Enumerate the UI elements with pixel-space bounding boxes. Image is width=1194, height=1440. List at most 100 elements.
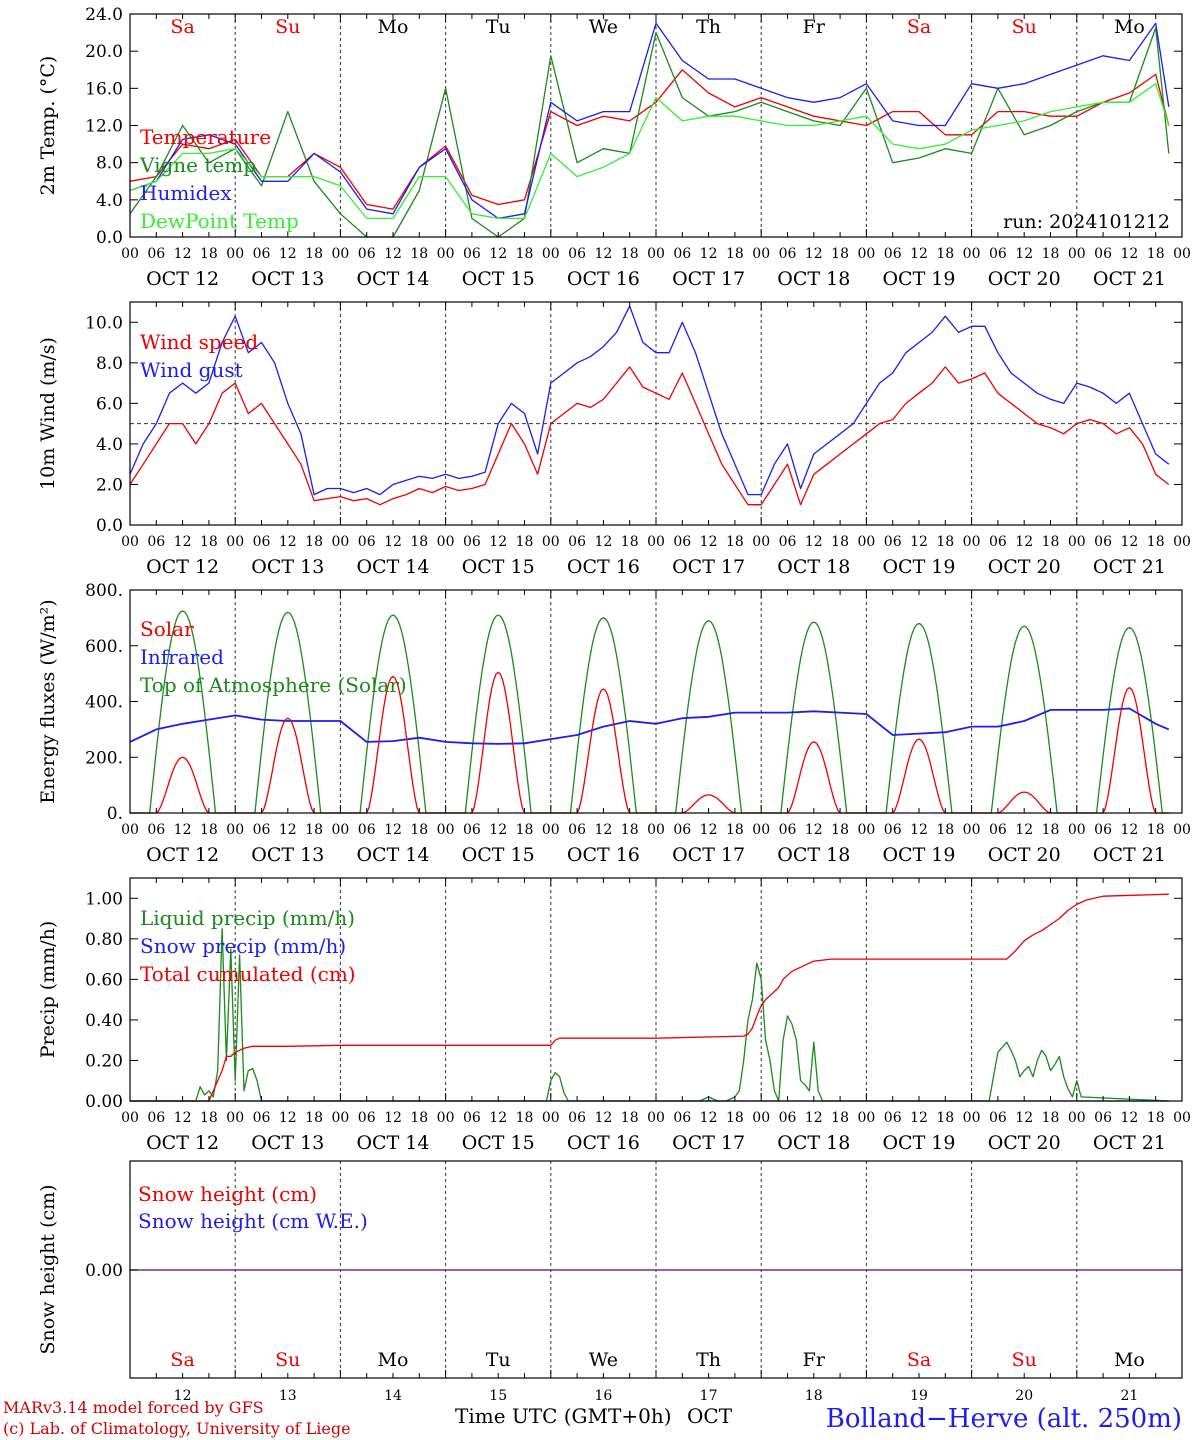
- date-label: OCT 18: [777, 1132, 850, 1154]
- x-tick-label: 00: [963, 822, 981, 838]
- x-tick-label: 06: [779, 822, 797, 838]
- x-tick-label: 06: [779, 246, 797, 262]
- day-of-week-label: Tu: [486, 1349, 511, 1371]
- x-tick-label: 06: [358, 246, 376, 262]
- x-tick-label: 06: [463, 534, 481, 550]
- x-tick-label: 06: [989, 246, 1007, 262]
- x-tick-label: 18: [200, 534, 218, 550]
- day-of-week-label: We: [589, 1349, 618, 1371]
- day-of-week-label: Su: [275, 16, 300, 38]
- x-tick-label: 12: [594, 822, 612, 838]
- x-tick-label: 18: [621, 1110, 639, 1126]
- x-tick-label: 00: [437, 534, 455, 550]
- x-axis-month: OCT: [687, 1404, 733, 1428]
- date-label: OCT 16: [567, 268, 640, 290]
- panel-2-grid: [130, 302, 1182, 525]
- x-tick-label: 06: [884, 246, 902, 262]
- x-tick-label: 12: [1120, 246, 1138, 262]
- x-tick-label: 00: [226, 1110, 244, 1126]
- x-tick-label: 12: [805, 822, 823, 838]
- day-of-week-label: Tu: [486, 16, 511, 38]
- x-tick-label: 12: [489, 534, 507, 550]
- date-label: OCT 13: [251, 268, 324, 290]
- x-tick-label: 12: [1015, 822, 1033, 838]
- date-label: OCT 12: [146, 268, 219, 290]
- x-tick-label: 00: [963, 1110, 981, 1126]
- x-tick-label: 00: [963, 534, 981, 550]
- x-tick-label: 18: [726, 822, 744, 838]
- date-label: OCT 15: [462, 844, 535, 866]
- x-tick-label: 12: [1120, 822, 1138, 838]
- date-label: OCT 16: [567, 556, 640, 578]
- date-label: OCT 12: [146, 844, 219, 866]
- x-tick-label: 12: [174, 246, 192, 262]
- date-label: OCT 12: [146, 1132, 219, 1154]
- temp-legend-3: Humidex: [140, 181, 232, 205]
- x-tick-label: 18: [516, 1110, 534, 1126]
- date-label: OCT 21: [1093, 1132, 1166, 1154]
- x-tick-label: 06: [884, 822, 902, 838]
- x-tick-label: 12: [700, 822, 718, 838]
- x-tick-label: 00: [647, 822, 665, 838]
- temp-legend-1: Temperature: [140, 125, 271, 149]
- x-tick-label: 12: [700, 1110, 718, 1126]
- x-tick-label: 00: [226, 822, 244, 838]
- panel-4-y-axis-label: Precip (mm/h): [37, 921, 59, 1059]
- x-tick-label: 06: [147, 822, 165, 838]
- precip-legend-1: Liquid precip (mm/h): [140, 906, 355, 930]
- x-tick-label: 00: [752, 246, 770, 262]
- x-tick-label: 18: [305, 822, 323, 838]
- x-tick-label: 12: [489, 246, 507, 262]
- x-tick-label: 06: [884, 534, 902, 550]
- temp-series-line-1: [129, 69, 1170, 210]
- day-of-week-label: Fr: [803, 16, 826, 38]
- x-tick-label: 12: [384, 1110, 402, 1126]
- x-tick-label: 00: [331, 534, 349, 550]
- footer-model: MARv3.14 model forced by GFS: [3, 1398, 264, 1417]
- y-tick-label: 200.: [85, 748, 123, 768]
- day-of-week-label: We: [589, 16, 618, 38]
- x-tick-label: 06: [568, 246, 586, 262]
- panel-2-y-axis-label: 10m Wind (m/s): [37, 337, 59, 490]
- date-label: OCT 14: [356, 556, 429, 578]
- day-number-label: 16: [594, 1388, 612, 1404]
- x-tick-label: 18: [410, 534, 428, 550]
- precip-legend-2: Snow precip (mm/h): [140, 934, 346, 958]
- x-tick-label: 12: [279, 534, 297, 550]
- energy-legend-2: Infrared: [140, 645, 224, 669]
- x-tick-label: 00: [226, 246, 244, 262]
- date-label: OCT 17: [672, 556, 745, 578]
- x-tick-label: 12: [910, 1110, 928, 1126]
- x-tick-label: 00: [1068, 822, 1086, 838]
- x-tick-label: 12: [1015, 534, 1033, 550]
- x-tick-label: 12: [279, 246, 297, 262]
- x-tick-label: 00: [437, 1110, 455, 1126]
- date-label: OCT 21: [1093, 556, 1166, 578]
- x-tick-label: 00: [1068, 1110, 1086, 1126]
- temp-series-line-2: [129, 27, 1170, 238]
- date-label: OCT 19: [882, 268, 955, 290]
- x-tick-label: 06: [673, 1110, 691, 1126]
- date-label: OCT 15: [462, 556, 535, 578]
- y-tick-label: 0.40: [85, 1011, 123, 1031]
- x-tick-label: 18: [305, 1110, 323, 1126]
- x-tick-label: 06: [1094, 246, 1112, 262]
- x-tick-label: 12: [1120, 1110, 1138, 1126]
- x-tick-label: 12: [174, 534, 192, 550]
- toa-solar-line: [130, 610, 1169, 814]
- day-number-label: 18: [805, 1388, 823, 1404]
- x-tick-label: 00: [752, 534, 770, 550]
- y-tick-label: 0.0: [96, 228, 123, 248]
- x-tick-label: 18: [1147, 1110, 1165, 1126]
- date-label: OCT 13: [251, 1132, 324, 1154]
- x-tick-label: 06: [147, 534, 165, 550]
- x-tick-label: 06: [253, 1110, 271, 1126]
- x-tick-label: 18: [516, 534, 534, 550]
- x-tick-label: 12: [805, 246, 823, 262]
- x-tick-label: 06: [253, 246, 271, 262]
- y-tick-label: 12.0: [85, 117, 123, 137]
- x-tick-label: 00: [1068, 246, 1086, 262]
- y-tick-label: 4.0: [96, 435, 123, 455]
- y-tick-label: 0.60: [85, 970, 123, 990]
- x-tick-label: 06: [463, 822, 481, 838]
